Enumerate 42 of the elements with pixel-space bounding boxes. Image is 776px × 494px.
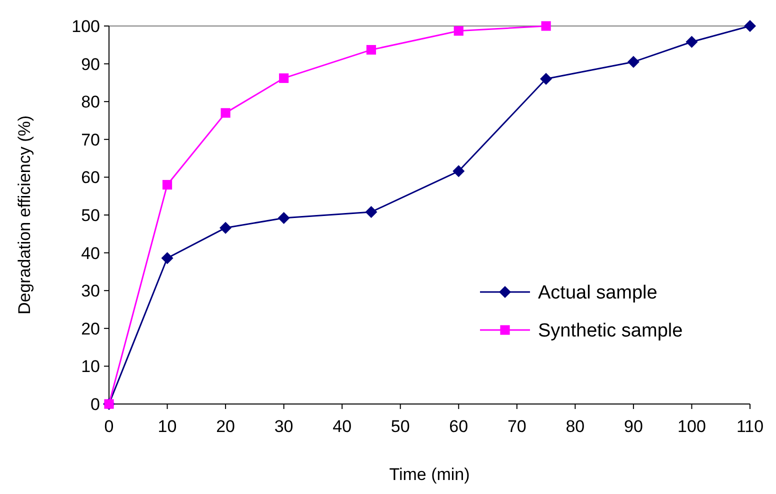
- x-tick-label: 30: [274, 417, 294, 436]
- y-tick-label: 80: [81, 92, 100, 112]
- x-tick-label: 50: [390, 417, 410, 436]
- y-axis-title: Degradation efficiency (%): [15, 115, 34, 315]
- point: [162, 180, 172, 190]
- x-axis-title: Time (min): [389, 465, 470, 484]
- y-tick-label: 40: [81, 244, 100, 263]
- y-tick-label: 50: [81, 206, 100, 225]
- x-tick-label: 60: [449, 417, 468, 436]
- x-tick-label: 80: [566, 417, 585, 436]
- y-tick-label: 60: [81, 168, 100, 188]
- y-tick-label: 90: [81, 54, 100, 74]
- y-tick-label: 100: [72, 16, 100, 36]
- legend-label: Synthetic sample: [538, 320, 683, 342]
- x-tick-label: 90: [624, 417, 643, 436]
- point: [220, 222, 232, 234]
- y-tick-label: 20: [81, 319, 100, 338]
- y-tick-label: 10: [81, 357, 100, 376]
- point: [366, 45, 376, 55]
- x-tick-label: 10: [158, 417, 177, 436]
- x-tick-label: 70: [507, 417, 526, 436]
- point: [454, 26, 464, 36]
- x-tick-label: 100: [678, 417, 706, 436]
- x-tick-label: 0: [104, 417, 114, 436]
- y-tick-label: 0: [90, 394, 100, 414]
- x-tick-label: 110: [736, 417, 764, 436]
- point: [279, 73, 289, 83]
- legend-label: Actual sample: [538, 282, 658, 304]
- x-tick-label: 20: [216, 417, 236, 436]
- y-tick-label: 30: [81, 282, 100, 301]
- y-tick-label: 70: [81, 130, 100, 150]
- point: [541, 21, 551, 31]
- point: [278, 212, 290, 224]
- point: [744, 20, 756, 32]
- point: [365, 206, 378, 218]
- point: [540, 72, 552, 85]
- point: [627, 56, 640, 68]
- point: [686, 36, 698, 48]
- x-tick-label: 40: [332, 417, 352, 436]
- point: [452, 165, 465, 178]
- point: [220, 108, 230, 118]
- point: [161, 252, 174, 264]
